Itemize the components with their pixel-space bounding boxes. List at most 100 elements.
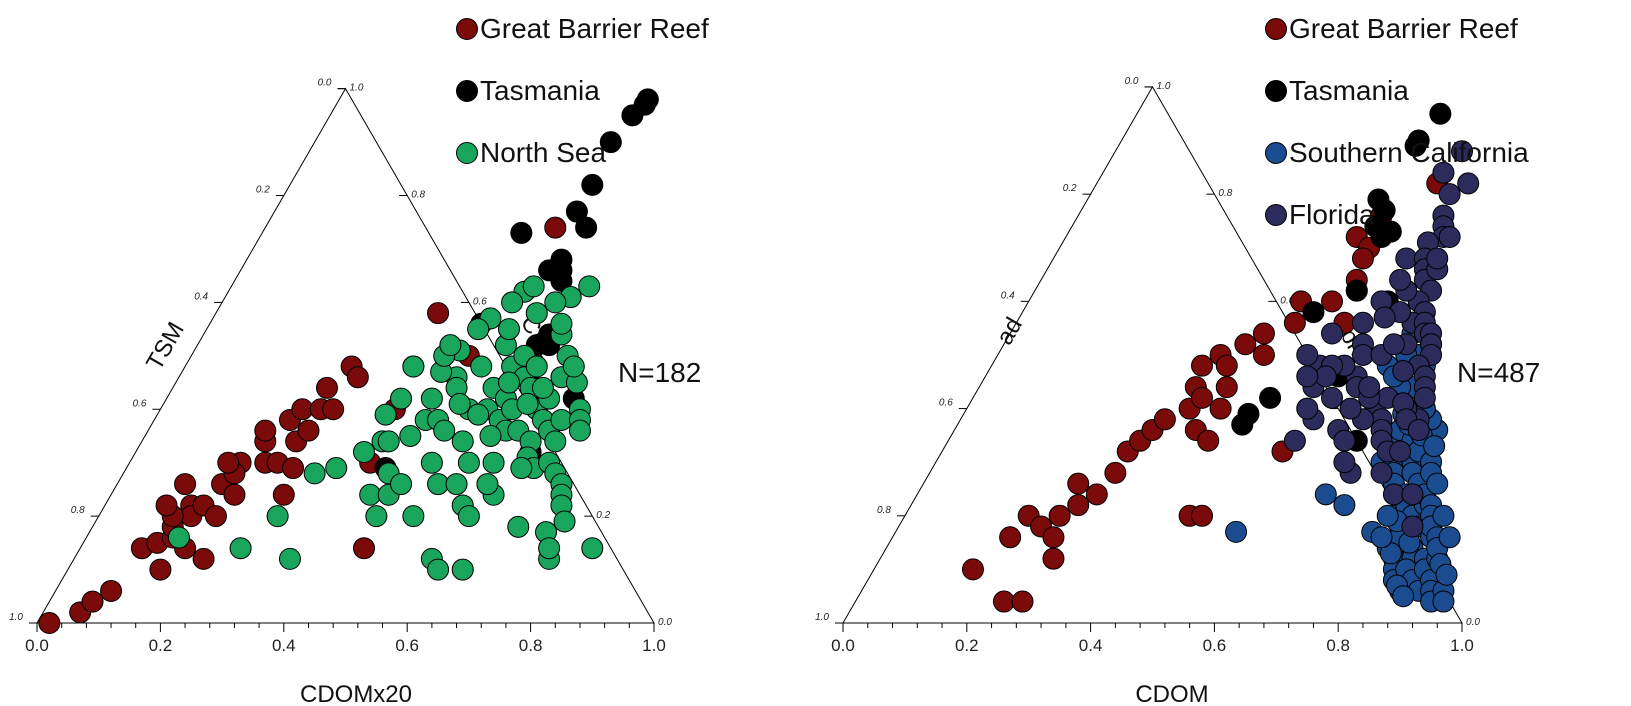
data-point [621, 104, 644, 127]
data-point [155, 494, 178, 517]
right-edge-tick-label: 1.0 [350, 83, 364, 94]
data-point [1451, 140, 1473, 163]
data-point [1011, 590, 1034, 613]
right-edge-tick-label: 0.0 [1466, 617, 1480, 628]
data-point [1321, 290, 1344, 313]
data-point [149, 558, 172, 581]
data-point [498, 371, 521, 394]
data-point [1234, 333, 1257, 356]
bottom-tick-label: 0.6 [395, 636, 419, 655]
data-point [229, 537, 252, 560]
data-point [550, 312, 573, 335]
data-point [1314, 483, 1337, 506]
data-point [1426, 247, 1449, 270]
data-point [550, 408, 573, 431]
data-point [568, 419, 591, 442]
bottom-tick-label: 0.0 [25, 636, 49, 655]
data-point [1197, 429, 1220, 452]
data-point [1314, 365, 1337, 388]
data-point [1457, 172, 1480, 195]
left-edge-tick-label: 0.2 [256, 185, 270, 196]
data-point [377, 430, 400, 453]
left-edge-tick-label: 1.0 [9, 612, 23, 623]
data-point [1302, 301, 1325, 324]
data-point [272, 483, 295, 506]
data-point [544, 291, 567, 314]
legend-left: Great Barrier Reef Tasmania North Sea [456, 13, 709, 168]
left-edge-tick-label: 0.6 [939, 398, 953, 409]
data-point [1401, 483, 1424, 506]
ternary-panel-left: CDOMx20 TSM CHL N=182 0.00.20.40.60.81.0… [9, 13, 709, 706]
data-point [322, 398, 345, 421]
data-point [553, 510, 576, 533]
data-point [1209, 397, 1232, 420]
legend-marker [1265, 204, 1287, 226]
data-point [1389, 268, 1412, 291]
data-point [451, 558, 474, 581]
data-point [457, 451, 480, 474]
left-edge-tick-label: 0.0 [1125, 76, 1139, 87]
data-point [1404, 134, 1427, 157]
data-point [325, 457, 348, 480]
data-point [1423, 435, 1446, 458]
data-point [402, 505, 425, 528]
data-point [204, 505, 227, 528]
data-point [1067, 472, 1090, 495]
data-point [1379, 220, 1402, 243]
left-edge-tick-label: 1.0 [815, 612, 829, 623]
data-point [1215, 376, 1238, 399]
data-point [525, 355, 548, 378]
data-point [961, 558, 984, 581]
data-point [1333, 429, 1356, 452]
data-point [192, 547, 215, 570]
data-point [1191, 504, 1214, 527]
left-axis-title-right: ad [991, 313, 1028, 350]
data-point [1252, 343, 1275, 366]
data-point [278, 547, 301, 570]
data-point [1429, 102, 1452, 125]
data-point [1401, 515, 1424, 538]
data-point [433, 419, 456, 442]
data-point [223, 483, 246, 506]
n-label-right: N=487 [1457, 357, 1540, 388]
data-point [1392, 360, 1415, 383]
data-point [1426, 472, 1449, 495]
data-point [510, 457, 533, 480]
data-point [467, 403, 490, 426]
data-point [1392, 585, 1415, 608]
ternary-panel-right: CDOM ad aph N=487 0.0 0.2 0.4 0.6 0.8 1.00.00… [815, 13, 1540, 706]
data-point [359, 483, 382, 506]
data-point [501, 291, 524, 314]
data-point [38, 612, 61, 634]
legend-marker [1265, 80, 1287, 102]
right-edge-tick-label: 0.6 [473, 296, 487, 307]
bottom-tick-label: 1.0 [642, 636, 666, 655]
data-point [599, 131, 622, 154]
data-point [1237, 402, 1260, 425]
bottom-tick-label: 0.6 [1203, 636, 1227, 655]
n-label-left: N=182 [618, 357, 701, 388]
data-point [448, 392, 471, 415]
left-axis-title-left: TSM [141, 318, 190, 375]
data-point [439, 334, 462, 357]
right-edge-tick-label: 0.2 [596, 510, 610, 521]
data-point [1389, 440, 1412, 463]
data-point [516, 392, 539, 415]
data-point [1191, 386, 1214, 409]
data-point [544, 430, 567, 453]
right-edge-tick-label: 0.8 [1218, 188, 1232, 199]
right-edge-tick-label: 0.6 [1280, 295, 1294, 306]
data-point [1373, 306, 1396, 329]
data-point [390, 473, 413, 496]
data-point [353, 537, 376, 560]
data-point [1104, 461, 1127, 484]
data-point [291, 398, 314, 421]
left-edge-tick-label: 0.0 [318, 78, 332, 89]
data-point [578, 275, 601, 298]
ternary-triangle-left [36, 87, 655, 624]
left-edge-tick-label: 0.8 [71, 505, 85, 516]
bottom-axis-title-right: CDOM [1135, 681, 1208, 706]
left-edge-tick-label: 0.4 [1001, 290, 1015, 301]
data-point [303, 462, 326, 485]
data-point [1345, 279, 1368, 302]
